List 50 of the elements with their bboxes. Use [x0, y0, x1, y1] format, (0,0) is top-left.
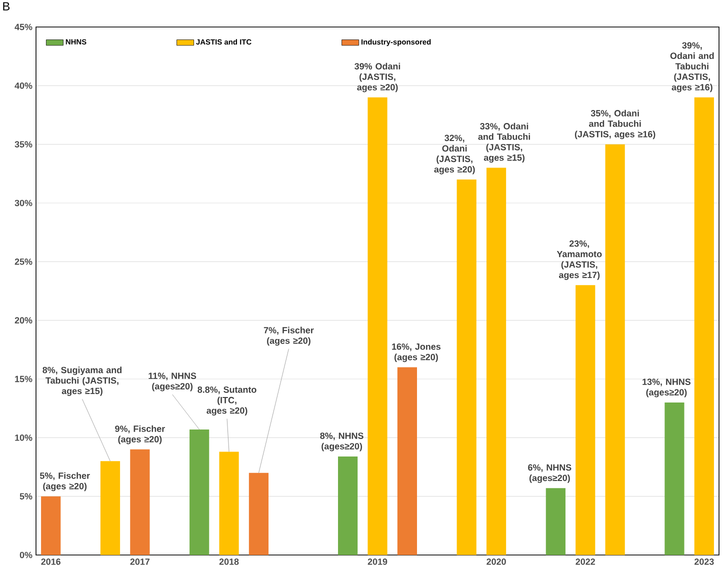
bar	[219, 452, 239, 555]
bar	[100, 461, 120, 555]
data-label: 11%, NHNS (ages≥20)	[148, 372, 196, 392]
bar	[605, 144, 625, 555]
text: B	[3, 2, 10, 10]
data-label: 8%, NHNS (ages≥20)	[320, 432, 364, 452]
y-tick-label: 30%	[14, 200, 32, 206]
data-label: 8.8%, Sutanto (ITC, ages ≥20)	[198, 386, 256, 416]
bar	[576, 285, 596, 555]
data-label: 7%, Fischer (ages ≥20)	[264, 326, 314, 346]
bar	[546, 488, 566, 555]
data-label: 8%, Sugiyama and Tabuchi (JASTIS, ages ≥15)	[42, 366, 122, 396]
data-label: 32%, Odani (JASTIS, ages ≥20)	[434, 134, 475, 174]
x-tick-label: 2020	[486, 558, 506, 565]
y-tick-label: 15%	[15, 376, 32, 382]
data-label: 23%, Yamamoto (JASTIS, ages ≥17)	[556, 240, 602, 280]
bar	[368, 97, 388, 555]
x-tick-label: 2016	[41, 558, 60, 565]
data-label: 16%, Jones (ages ≥20)	[392, 343, 441, 362]
bar	[397, 367, 417, 555]
data-label: 6%, NHNS (ages≥20)	[528, 464, 572, 483]
y-tick-label: 0%	[20, 552, 32, 558]
x-tick-label: 2019	[368, 558, 388, 565]
y-tick-label: 35%	[14, 141, 32, 148]
bar	[694, 97, 714, 555]
data-label: 35%, Odani and Tabuchi (JASTIS, ages ≥16)	[574, 110, 656, 140]
data-label: 5%, Fischer (ages ≥20)	[40, 472, 90, 492]
y-tick-label: 5%	[20, 493, 32, 500]
x-tick-label: 2023	[694, 558, 714, 565]
y-tick-label: 10%	[15, 434, 32, 441]
bar	[190, 429, 210, 555]
bar	[664, 402, 684, 555]
bar	[130, 449, 150, 555]
y-tick-label: 40%	[14, 82, 32, 89]
data-label: 39%, Odani and Tabuchi (JASTIS, ages ≥16)	[670, 42, 714, 92]
data-label: 13%, NHNS (ages≥20)	[642, 378, 691, 398]
x-tick-label: 2017	[130, 558, 150, 565]
data-label: 39% Odani (JASTIS, ages ≥20)	[354, 62, 400, 92]
y-tick-label: 25%	[14, 258, 32, 265]
bar	[456, 180, 476, 555]
x-tick-label: 2022	[576, 558, 595, 565]
y-tick-label: 20%	[14, 317, 32, 324]
data-label: 33%, Odani and Tabuchi (JASTIS, ages ≥15)	[478, 122, 530, 163]
x-tick-label: 2018	[219, 558, 239, 565]
bar	[248, 472, 269, 555]
data-label: 9%, Fischer (ages ≥20)	[115, 425, 165, 444]
bar	[41, 496, 61, 555]
bar	[338, 456, 358, 555]
bar	[486, 168, 506, 555]
y-tick-label: 45%	[14, 24, 32, 30]
